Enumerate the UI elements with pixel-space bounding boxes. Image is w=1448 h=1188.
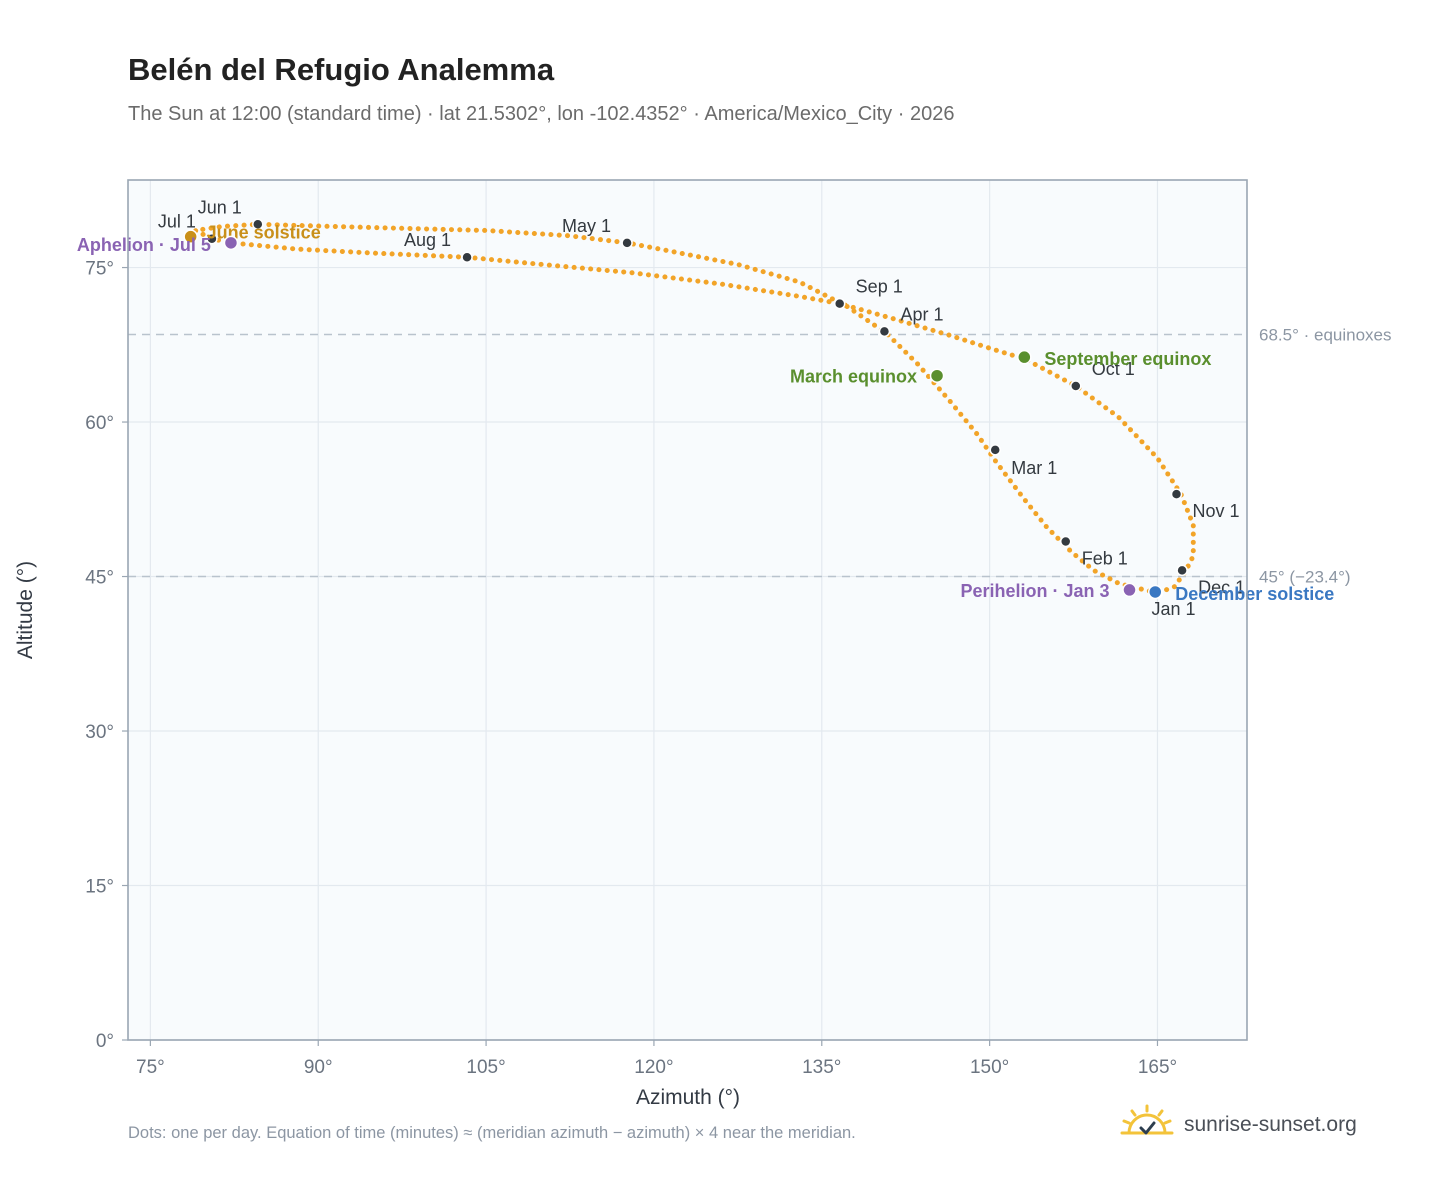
x-axis-label: Azimuth (°) <box>636 1086 740 1109</box>
september-equinox-marker <box>1017 349 1032 365</box>
month-marker <box>252 218 264 231</box>
month-label: Nov 1 <box>1193 501 1240 521</box>
reference-line-label: 45° (−23.4°) <box>1259 568 1351 587</box>
brand-name: sunrise-sunset.org <box>1184 1113 1357 1136</box>
plot-frame <box>127 179 1248 1041</box>
y-tick-label: 60° <box>85 413 114 434</box>
month-marker <box>833 297 846 310</box>
month-label: Feb 1 <box>1082 549 1128 569</box>
x-tick-label: 105° <box>466 1057 505 1078</box>
month-marker <box>989 444 1001 456</box>
y-tick-label: 15° <box>85 877 114 898</box>
december-solstice-marker <box>1147 584 1163 600</box>
x-tick-label: 120° <box>634 1057 673 1078</box>
month-label: Dec 1 <box>1198 577 1245 597</box>
month-label: Jul 1 <box>158 212 196 232</box>
month-label: Jan 1 <box>1151 599 1195 619</box>
month-label: Aug 1 <box>404 230 451 250</box>
axes: 75° 90° 105° 120° 135° 150° 165° 0° 15° 30° 45° 60°… <box>85 259 1177 1078</box>
reference-line-label: 68.5° · equinoxes <box>1259 325 1392 344</box>
aphelion-marker <box>223 235 239 251</box>
month-marker <box>1070 380 1082 392</box>
y-tick-label: 75° <box>85 259 114 280</box>
month-label: Apr 1 <box>900 304 943 324</box>
event-markers: March equinox September equinox June solst… <box>77 223 1334 604</box>
month-marker <box>461 251 473 263</box>
month-marker <box>1170 488 1183 500</box>
month-label: May 1 <box>562 216 611 236</box>
x-tick-label: 90° <box>304 1057 333 1078</box>
march-equinox-label: March equinox <box>790 367 917 387</box>
sun-logo-icon <box>1120 1104 1174 1135</box>
perihelion-label: Perihelion · Jan 3 <box>960 581 1109 601</box>
month-marker <box>1059 535 1072 548</box>
month-label: Jun 1 <box>198 197 242 217</box>
y-tick-label: 0° <box>96 1031 114 1052</box>
perihelion-marker <box>1122 582 1137 598</box>
x-tick-label: 165° <box>1138 1057 1177 1078</box>
september-equinox-label: September equinox <box>1044 349 1211 369</box>
analemma-path <box>192 221 1196 596</box>
y-tick-label: 30° <box>85 722 114 743</box>
month-label: Mar 1 <box>1011 458 1057 478</box>
december-solstice-label: December solstice <box>1175 584 1334 604</box>
analemma-daily-dots <box>192 221 1196 596</box>
month-marker <box>1176 564 1188 577</box>
month-marker <box>878 325 891 338</box>
plot-background <box>128 180 1247 1040</box>
y-axis-label: Altitude (°) <box>14 561 37 659</box>
brand-logo[interactable]: sunrise-sunset.org <box>1120 1103 1357 1147</box>
x-tick-label: 135° <box>802 1057 841 1078</box>
june-solstice-marker <box>183 229 198 244</box>
june-solstice-label: June solstice <box>207 223 321 243</box>
month-label: Oct 1 <box>1092 359 1135 379</box>
month-marker <box>621 237 633 249</box>
march-equinox-marker <box>929 368 945 383</box>
month-label: Sep 1 <box>856 277 903 297</box>
month-marker <box>206 232 218 245</box>
y-tick-label: 45° <box>85 568 114 589</box>
x-tick-label: 150° <box>970 1057 1009 1078</box>
aphelion-label: Aphelion · Jul 5 <box>77 235 211 255</box>
chart-subtitle: The Sun at 12:00 (standard time) · lat 2… <box>128 103 955 125</box>
x-tick-label: 75° <box>136 1057 165 1078</box>
reference-lines: 68.5° · equinoxes 45° (−23.4°) <box>128 325 1392 587</box>
chart-title: Belén del Refugio Analemma <box>128 52 555 87</box>
footnote: Dots: one per day. Equation of time (min… <box>128 1124 856 1142</box>
